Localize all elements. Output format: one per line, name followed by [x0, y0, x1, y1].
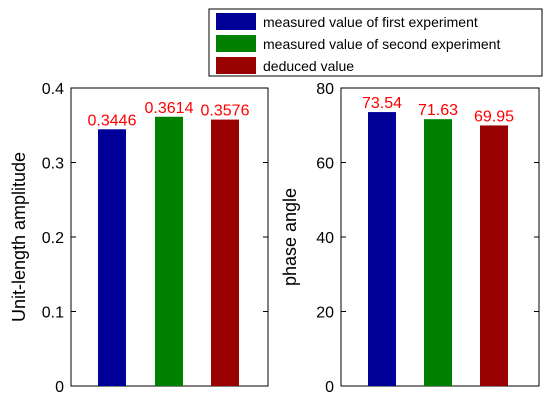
amplitude-value-labels: 0.3446 0.3614 0.3576 [88, 100, 250, 130]
phase-value-labels: 73.54 71.63 69.95 [362, 95, 514, 125]
amplitude-value-label-second-experiment: 0.3614 [145, 100, 194, 117]
legend-box [208, 8, 543, 77]
legend: measured value of first experiment measu… [208, 8, 543, 77]
phase-angle-chart: phase angle 0 20 40 60 80 73.54 71.63 69.95 [280, 81, 540, 396]
legend-swatch-second-experiment [216, 35, 256, 52]
phase-value-label-first-experiment: 73.54 [362, 95, 402, 112]
phase-bar-deduced [480, 125, 508, 386]
phase-tick-label: 0 [325, 379, 334, 396]
amplitude-bar-second-experiment [155, 116, 183, 386]
phase-y-axis-label: phase angle [280, 188, 300, 286]
amplitude-chart: Unit-length amplitude 0 0.1 0.2 0.3 0.4 0.34… [9, 81, 269, 396]
phase-value-label-deduced: 69.95 [474, 108, 514, 125]
phase-value-label-second-experiment: 71.63 [418, 102, 458, 119]
amplitude-bars [98, 116, 239, 386]
amplitude-tick-label: 0.3 [42, 156, 64, 173]
amplitude-bar-deduced [211, 119, 239, 386]
phase-bars [368, 112, 508, 386]
amplitude-value-label-first-experiment: 0.3446 [88, 112, 137, 129]
legend-label-deduced: deduced value [263, 58, 354, 74]
amplitude-tick-label: 0.4 [42, 81, 64, 98]
phase-tick-label: 20 [316, 305, 334, 322]
legend-swatch-first-experiment [216, 13, 256, 30]
legend-swatch-deduced [216, 57, 256, 74]
legend-label-first-experiment: measured value of first experiment [263, 14, 478, 30]
phase-bar-first-experiment [368, 112, 396, 386]
phase-tick-label: 40 [316, 230, 334, 247]
phase-tick-label: 60 [316, 156, 334, 173]
phase-tick-label: 80 [316, 81, 334, 98]
phase-bar-second-experiment [424, 119, 452, 386]
amplitude-tick-label: 0.2 [42, 230, 64, 247]
legend-label-second-experiment: measured value of second experiment [263, 36, 500, 52]
phase-y-ticks: 0 20 40 60 80 [316, 81, 539, 396]
amplitude-y-ticks: 0 0.1 0.2 0.3 0.4 [42, 81, 268, 396]
amplitude-bar-first-experiment [98, 129, 126, 386]
amplitude-tick-label: 0.1 [42, 305, 64, 322]
amplitude-value-label-deduced: 0.3576 [201, 103, 250, 120]
amplitude-y-axis-label: Unit-length amplitude [9, 152, 29, 322]
amplitude-tick-label: 0 [55, 379, 64, 396]
